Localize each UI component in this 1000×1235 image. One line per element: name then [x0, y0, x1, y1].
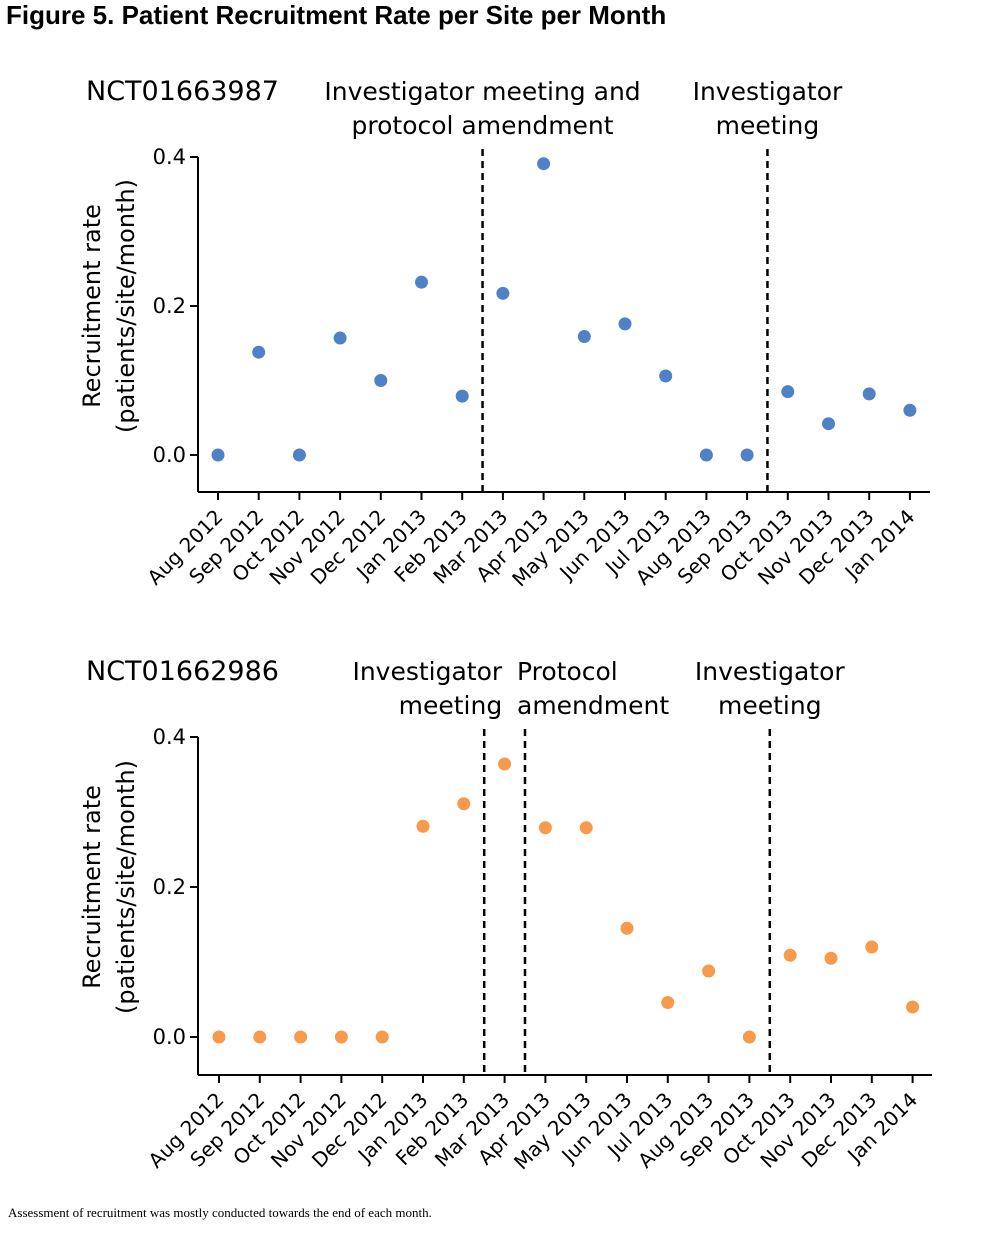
event-annotation: Protocol: [517, 657, 618, 686]
y-axis-label-line: Recruitment rate: [78, 785, 106, 989]
data-point: [620, 921, 634, 935]
data-point: [661, 996, 675, 1009]
data-point: [702, 964, 716, 978]
event-annotation: protocol amendment: [352, 111, 614, 140]
data-point: [577, 330, 591, 344]
y-tick-label: 0.0: [153, 443, 186, 467]
event-annotation: Investigator: [693, 77, 843, 106]
event-annotation: Investigator: [695, 657, 845, 686]
data-point: [781, 385, 795, 399]
data-point: [375, 1030, 389, 1044]
y-axis-label: Recruitment rate (patients/site/month): [78, 760, 140, 1014]
y-tick-label: 0.4: [153, 145, 186, 169]
event-annotation: Investigator: [352, 657, 502, 686]
data-point: [903, 403, 917, 417]
y-tick-label: 0.4: [153, 725, 186, 749]
y-tick-label: 0.0: [153, 1025, 186, 1049]
chart-title: NCT01662986: [86, 656, 279, 687]
event-annotation: Investigator meeting and: [324, 77, 640, 106]
chart-panel-nct01662986: NCT01662986 Recruitment rate (patients/sit…: [78, 656, 932, 1174]
data-point: [742, 1030, 756, 1044]
data-point: [862, 387, 876, 401]
figure-title: Figure 5. Patient Recruitment Rate per S…: [6, 0, 667, 30]
data-point: [455, 389, 469, 403]
y-axis-label-line: (patients/site/month): [112, 760, 140, 1014]
data-point: [334, 1030, 348, 1044]
data-point: [783, 948, 797, 962]
data-point: [292, 448, 306, 462]
data-point: [457, 797, 471, 811]
data-point: [824, 951, 838, 965]
data-point: [822, 417, 835, 431]
data-point: [415, 275, 428, 289]
data-point: [211, 448, 225, 462]
data-point: [699, 448, 713, 462]
event-annotation: meeting: [716, 111, 820, 140]
data-point: [374, 374, 388, 387]
data-point: [294, 1030, 308, 1044]
data-point: [498, 757, 512, 771]
data-point: [212, 1030, 226, 1044]
event-annotation: meeting: [718, 691, 822, 720]
data-point: [333, 331, 347, 345]
data-point: [252, 345, 266, 359]
data-point: [659, 369, 673, 383]
data-point: [906, 1000, 920, 1014]
event-annotation: amendment: [517, 691, 669, 720]
data-point: [579, 821, 593, 835]
data-point: [537, 157, 551, 171]
data-point: [740, 448, 754, 462]
y-tick-label: 0.2: [153, 294, 186, 318]
data-point: [416, 819, 430, 833]
event-annotation: meeting: [399, 691, 503, 720]
figure-footnote: Assessment of recruitment was mostly con…: [8, 1205, 432, 1220]
y-tick-label: 0.2: [153, 875, 186, 899]
data-point: [865, 940, 879, 954]
y-axis-label-line: (patients/site/month): [112, 179, 140, 433]
data-point: [253, 1030, 267, 1044]
chart-panel-nct01663987: NCT01663987 Recruitment rate (patients/sit…: [78, 76, 930, 591]
data-point: [618, 317, 632, 331]
y-axis-label: Recruitment rate (patients/site/month): [78, 179, 140, 433]
data-point: [496, 286, 510, 300]
chart-title: NCT01663987: [86, 76, 279, 107]
y-axis-label-line: Recruitment rate: [78, 204, 106, 408]
data-point: [538, 821, 552, 835]
